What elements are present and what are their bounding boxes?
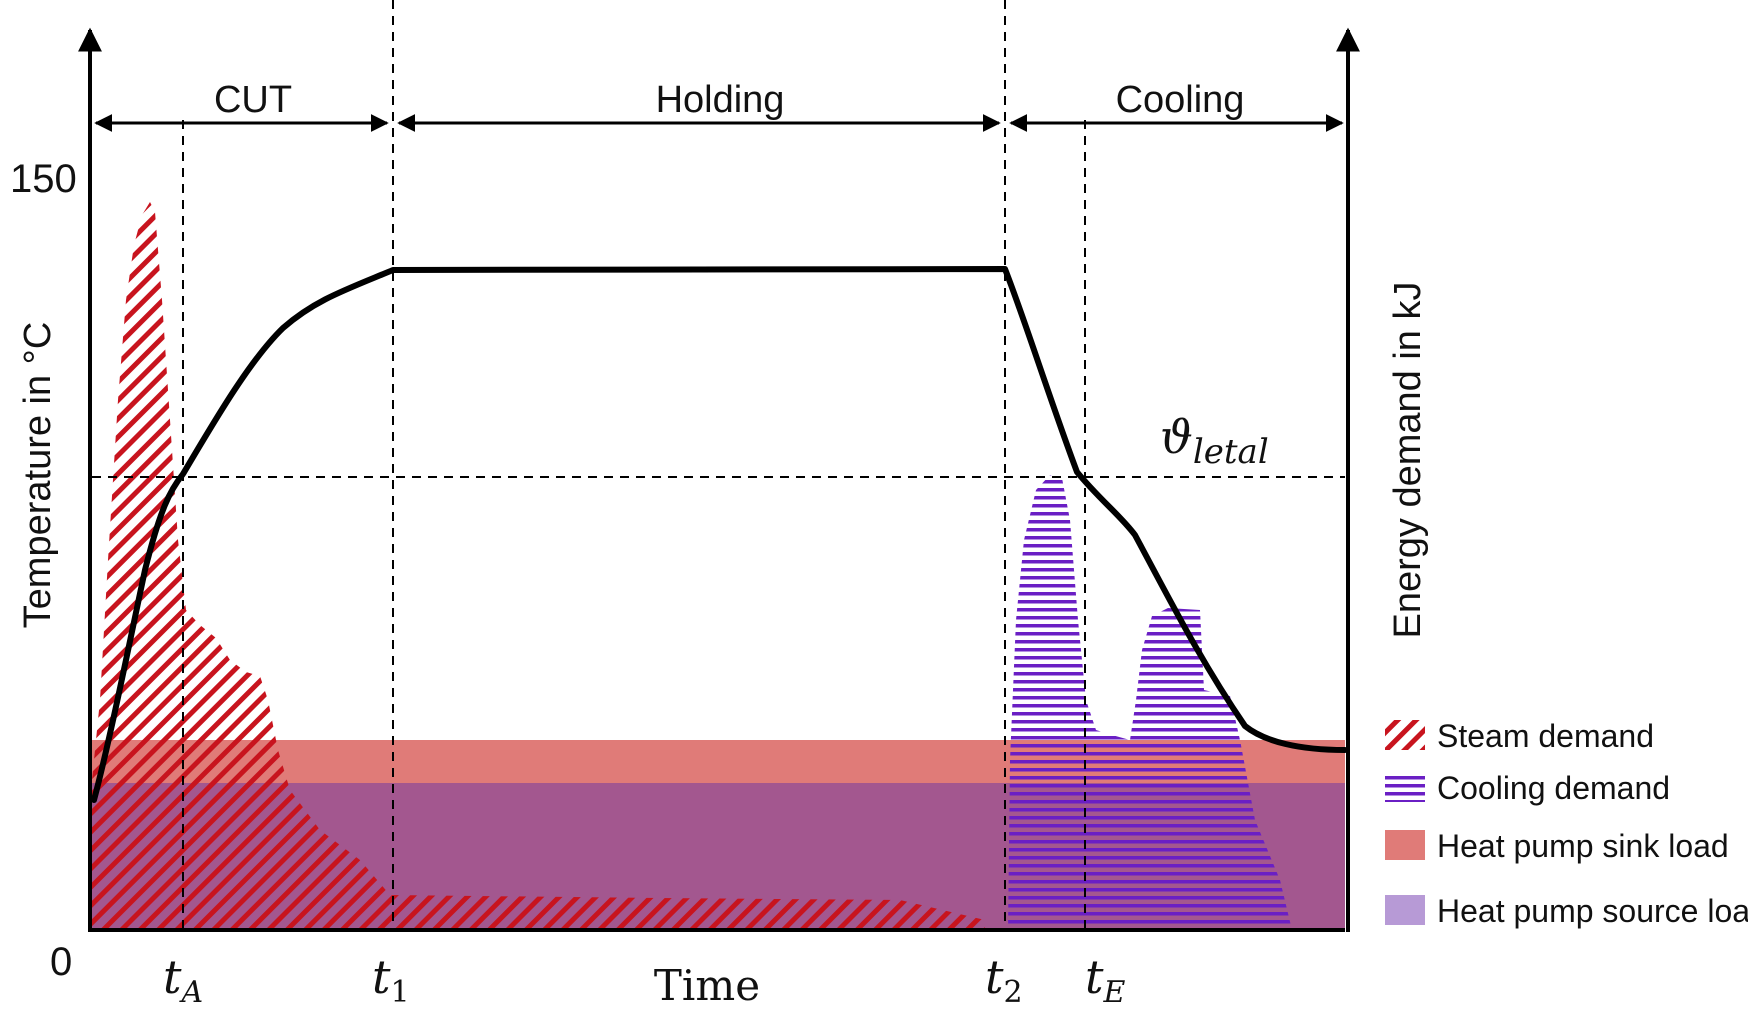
legend-label-source: Heat pump source load [1437, 893, 1748, 929]
origin-tick-0: 0 [50, 940, 72, 984]
cooling-demand-area [1008, 475, 1292, 930]
legend-swatch-steam [1385, 720, 1425, 750]
legend-label-steam: Steam demand [1437, 718, 1654, 754]
time-marker-t1: t1 [372, 950, 410, 1010]
left-axis-label: Temperature in °C [17, 322, 59, 629]
steam-demand-area [92, 202, 985, 930]
legend-label-cooling: Cooling demand [1437, 770, 1670, 806]
phase-label-holding: Holding [656, 79, 785, 121]
time-marker-tA: tA [163, 950, 203, 1010]
time-marker-tE: tE [1085, 950, 1126, 1010]
lethal-temperature-label: ϑletal [1160, 410, 1269, 472]
temperature-curve [91, 266, 1348, 803]
legend-swatch-sink [1385, 830, 1425, 860]
legend-swatch-cooling [1385, 772, 1425, 802]
phase-label-cooling: Cooling [1116, 79, 1245, 121]
legend: Steam demand Cooling demand Heat pump si… [1385, 718, 1748, 929]
x-axis-label: Time [654, 961, 760, 1010]
legend-label-sink: Heat pump sink load [1437, 828, 1729, 864]
right-axis-label: Energy demand in kJ [1387, 282, 1429, 639]
phase-label-cut: CUT [214, 79, 292, 121]
y-tick-150: 150 [10, 157, 77, 201]
time-marker-t2: t2 [985, 950, 1023, 1010]
legend-swatch-source [1385, 895, 1425, 925]
